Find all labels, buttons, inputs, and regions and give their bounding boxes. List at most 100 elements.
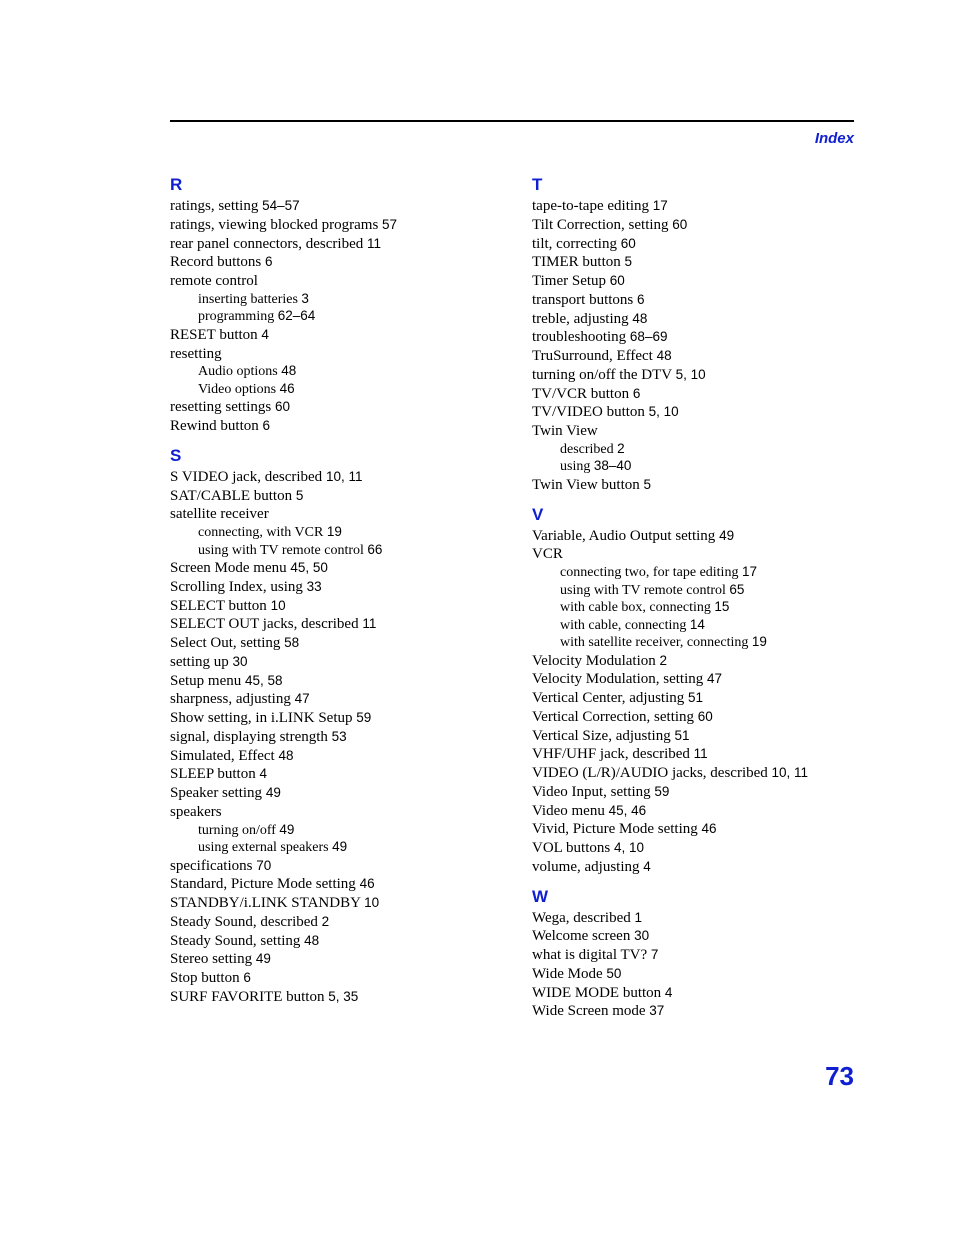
page-ref[interactable]: 7: [651, 947, 659, 962]
page-ref[interactable]: 30: [634, 928, 649, 943]
page-ref[interactable]: 60: [621, 236, 636, 251]
index-entry: VIDEO (L/R)/AUDIO jacks, described 10, 1…: [532, 764, 854, 783]
page-ref[interactable]: 60: [672, 217, 687, 232]
page-ref[interactable]: 37: [649, 1003, 664, 1018]
page-ref[interactable]: 60: [698, 709, 713, 724]
page-ref[interactable]: 4: [665, 985, 673, 1000]
index-term: rear panel connectors, described: [170, 236, 367, 252]
index-entry: Stereo setting 49: [170, 950, 492, 969]
page-ref[interactable]: 49: [719, 528, 734, 543]
page-ref[interactable]: 48: [278, 748, 293, 763]
page-ref[interactable]: 60: [275, 399, 290, 414]
page-ref[interactable]: 46: [360, 876, 375, 891]
page-ref[interactable]: 4, 10: [614, 840, 644, 855]
page-ref[interactable]: 49: [256, 951, 271, 966]
index-term: SURF FAVORITE button: [170, 989, 328, 1005]
page-ref[interactable]: 4: [259, 766, 267, 781]
page-ref[interactable]: 51: [674, 728, 689, 743]
page-ref[interactable]: 45, 46: [609, 803, 647, 818]
page-ref[interactable]: 10: [364, 895, 379, 910]
page-ref[interactable]: 53: [332, 729, 347, 744]
page-ref[interactable]: 19: [752, 634, 767, 649]
index-columns: R ratings, setting 54–57 ratings, viewin…: [170, 175, 854, 1021]
page-ref[interactable]: 5: [625, 254, 633, 269]
page-ref[interactable]: 57: [382, 217, 397, 232]
page-ref[interactable]: 45, 50: [290, 560, 328, 575]
page-ref[interactable]: 48: [657, 348, 672, 363]
index-entry: tape-to-tape editing 17: [532, 197, 854, 216]
index-subentry: with cable box, connecting 15: [532, 599, 854, 617]
page-ref[interactable]: 14: [690, 617, 705, 632]
page-ref[interactable]: 5: [296, 488, 304, 503]
page-ref[interactable]: 70: [256, 858, 271, 873]
page-ref[interactable]: 2: [322, 914, 330, 929]
page-ref[interactable]: 10, 11: [772, 765, 809, 780]
page-ref[interactable]: 11: [362, 616, 376, 631]
page-ref[interactable]: 6: [243, 970, 251, 985]
page-ref[interactable]: 65: [729, 582, 744, 597]
index-term: Show setting, in i.LINK Setup: [170, 710, 356, 726]
page-ref[interactable]: 5, 10: [649, 404, 679, 419]
index-entry: TruSurround, Effect 48: [532, 347, 854, 366]
page-ref[interactable]: 11: [367, 236, 381, 251]
index-entry: remote control: [170, 272, 492, 291]
page-ref[interactable]: 6: [633, 386, 641, 401]
page-ref[interactable]: 45, 58: [245, 673, 283, 688]
page-ref[interactable]: 49: [266, 785, 281, 800]
page-ref[interactable]: 58: [284, 635, 299, 650]
page-ref[interactable]: 60: [610, 273, 625, 288]
index-entry: what is digital TV? 7: [532, 946, 854, 965]
page-ref[interactable]: 4: [643, 859, 651, 874]
page-ref[interactable]: 11: [694, 746, 708, 761]
page-ref[interactable]: 47: [707, 671, 722, 686]
page-ref[interactable]: 59: [654, 784, 669, 799]
index-term: Tilt Correction, setting: [532, 217, 672, 233]
page-ref[interactable]: 48: [281, 363, 296, 378]
page-ref[interactable]: 17: [742, 564, 757, 579]
page-ref[interactable]: 66: [367, 542, 382, 557]
page-ref[interactable]: 17: [653, 198, 668, 213]
index-term: Steady Sound, setting: [170, 933, 304, 949]
page-ref[interactable]: 6: [263, 418, 271, 433]
page-ref[interactable]: 33: [307, 579, 322, 594]
page-ref[interactable]: 46: [280, 381, 295, 396]
page-ref[interactable]: 5: [644, 477, 652, 492]
page-ref[interactable]: 49: [279, 822, 294, 837]
page-ref[interactable]: 19: [327, 524, 342, 539]
page-ref[interactable]: 51: [688, 690, 703, 705]
page-ref[interactable]: 47: [295, 691, 310, 706]
page-ref[interactable]: 48: [632, 311, 647, 326]
page-ref[interactable]: 30: [233, 654, 248, 669]
page-ref[interactable]: 5, 35: [328, 989, 358, 1004]
index-entry: Video Input, setting 59: [532, 783, 854, 802]
page-ref[interactable]: 59: [356, 710, 371, 725]
page-ref[interactable]: 62–64: [278, 308, 316, 323]
page-ref[interactable]: 6: [265, 254, 273, 269]
index-term: with cable, connecting: [560, 618, 690, 633]
page-ref[interactable]: 15: [714, 599, 729, 614]
page-ref[interactable]: 10, 11: [326, 469, 363, 484]
page-ref[interactable]: 54–57: [262, 198, 300, 213]
page-ref[interactable]: 2: [617, 441, 625, 456]
index-entry: troubleshooting 68–69: [532, 328, 854, 347]
index-term: what is digital TV?: [532, 947, 651, 963]
page-ref[interactable]: 5, 10: [676, 367, 706, 382]
page-ref[interactable]: 4: [261, 327, 269, 342]
page-ref[interactable]: 68–69: [630, 329, 668, 344]
page-ref[interactable]: 38–40: [594, 458, 632, 473]
index-entry: signal, displaying strength 53: [170, 728, 492, 747]
index-entry: volume, adjusting 4: [532, 858, 854, 877]
index-term: signal, displaying strength: [170, 729, 332, 745]
index-term: STANDBY/i.LINK STANDBY: [170, 895, 364, 911]
page-ref[interactable]: 50: [606, 966, 621, 981]
page-ref[interactable]: 10: [271, 598, 286, 613]
page-ref[interactable]: 1: [635, 910, 643, 925]
page-ref[interactable]: 49: [332, 839, 347, 854]
index-term: Timer Setup: [532, 273, 610, 289]
page-ref[interactable]: 3: [301, 291, 309, 306]
page-ref[interactable]: 48: [304, 933, 319, 948]
page-ref[interactable]: 2: [660, 653, 668, 668]
page-ref[interactable]: 6: [637, 292, 645, 307]
page-ref[interactable]: 46: [702, 821, 717, 836]
index-entry: specifications 70: [170, 857, 492, 876]
